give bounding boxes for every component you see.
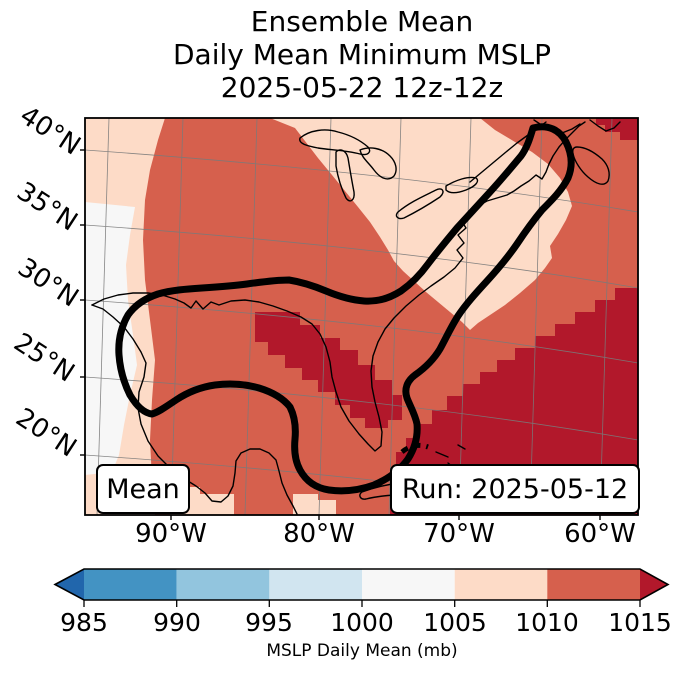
meridian-85w (244, 118, 258, 515)
colorbar-seg-985-990 (84, 569, 177, 600)
fill-layer (85, 118, 638, 515)
run-box-label: Run: 2025-05-12 (401, 473, 629, 505)
mean-box: Mean (96, 464, 190, 514)
cb-tick-1005: 1005 (423, 608, 487, 637)
fill-region-patch-2 (293, 494, 336, 515)
lon-label-90w: 90°W (135, 519, 207, 549)
colorbar (53, 568, 670, 607)
coast-gulf-atlantic (91, 121, 586, 452)
colorbar-arrow-high (640, 569, 668, 600)
mean-box-label: Mean (106, 473, 180, 505)
meridian-80w (318, 118, 332, 515)
colorbar-seg-1000-1005 (362, 569, 455, 600)
parallel-30n (85, 299, 638, 364)
cb-tick-990: 990 (153, 608, 201, 637)
title-line-3: 2025-05-22 12z-12z (220, 71, 504, 104)
map-ticks (80, 149, 601, 520)
colorbar-seg-990-995 (176, 569, 270, 600)
lake-michigan (335, 149, 355, 202)
mslp-highlight-contour (115, 123, 575, 495)
coast-mexico-yucatan (91, 304, 298, 515)
fill-region-topright-high (596, 118, 638, 140)
coastline-layer (91, 119, 621, 515)
mslp-dashed-contour-fragment (400, 442, 429, 454)
parallel-25n (85, 376, 638, 441)
colorbar-seg-1005-1010 (454, 569, 548, 600)
cb-tick-1015: 1015 (608, 608, 672, 637)
meridian-60w (599, 118, 613, 515)
colorbar-seg-995-1000 (269, 569, 362, 600)
contour-layer (115, 123, 575, 495)
figure-title: Ensemble Mean Daily Mean Minimum MSLP 20… (36, 5, 688, 104)
colorbar-ticks-marks (83, 600, 641, 607)
lon-label-60w: 60°W (564, 519, 636, 549)
colorbar-seg-1010-1015 (547, 569, 640, 600)
meridian-95w (96, 118, 110, 515)
lake-erie (395, 188, 444, 220)
cb-tick-1000: 1000 (330, 608, 394, 637)
title-line-1: Ensemble Mean (250, 5, 474, 38)
meridian-90w (170, 118, 184, 515)
lon-label-70w: 70°W (423, 519, 495, 549)
colorbar-axis-label: MSLP Daily Mean (mb) (266, 641, 458, 661)
fill-region-louisiana-high (255, 312, 402, 428)
lake-ontario (445, 176, 479, 194)
lake-huron (359, 147, 397, 180)
lon-label-80w: 80°W (283, 519, 355, 549)
colorbar-arrow-low (55, 569, 84, 600)
map-frame (84, 117, 639, 516)
fill-region-bahamas-high (420, 430, 470, 475)
meridian-70w (458, 118, 472, 515)
lake-superior (299, 129, 371, 156)
cb-tick-1010: 1010 (515, 608, 579, 637)
cb-tick-995: 995 (245, 608, 293, 637)
parallel-35n (85, 224, 638, 289)
fill-region-northeast-corridor (270, 118, 572, 330)
cb-tick-985: 985 (60, 608, 108, 637)
run-box: Run: 2025-05-12 (390, 464, 640, 514)
title-line-2: Daily Mean Minimum MSLP (172, 38, 551, 71)
fill-region-farwest-white (85, 202, 137, 475)
meridian-65w (529, 118, 543, 515)
